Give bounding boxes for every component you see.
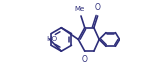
Text: O: O <box>95 3 101 12</box>
Text: HO: HO <box>47 36 58 42</box>
Text: O: O <box>82 55 87 64</box>
Text: Me: Me <box>75 6 85 12</box>
